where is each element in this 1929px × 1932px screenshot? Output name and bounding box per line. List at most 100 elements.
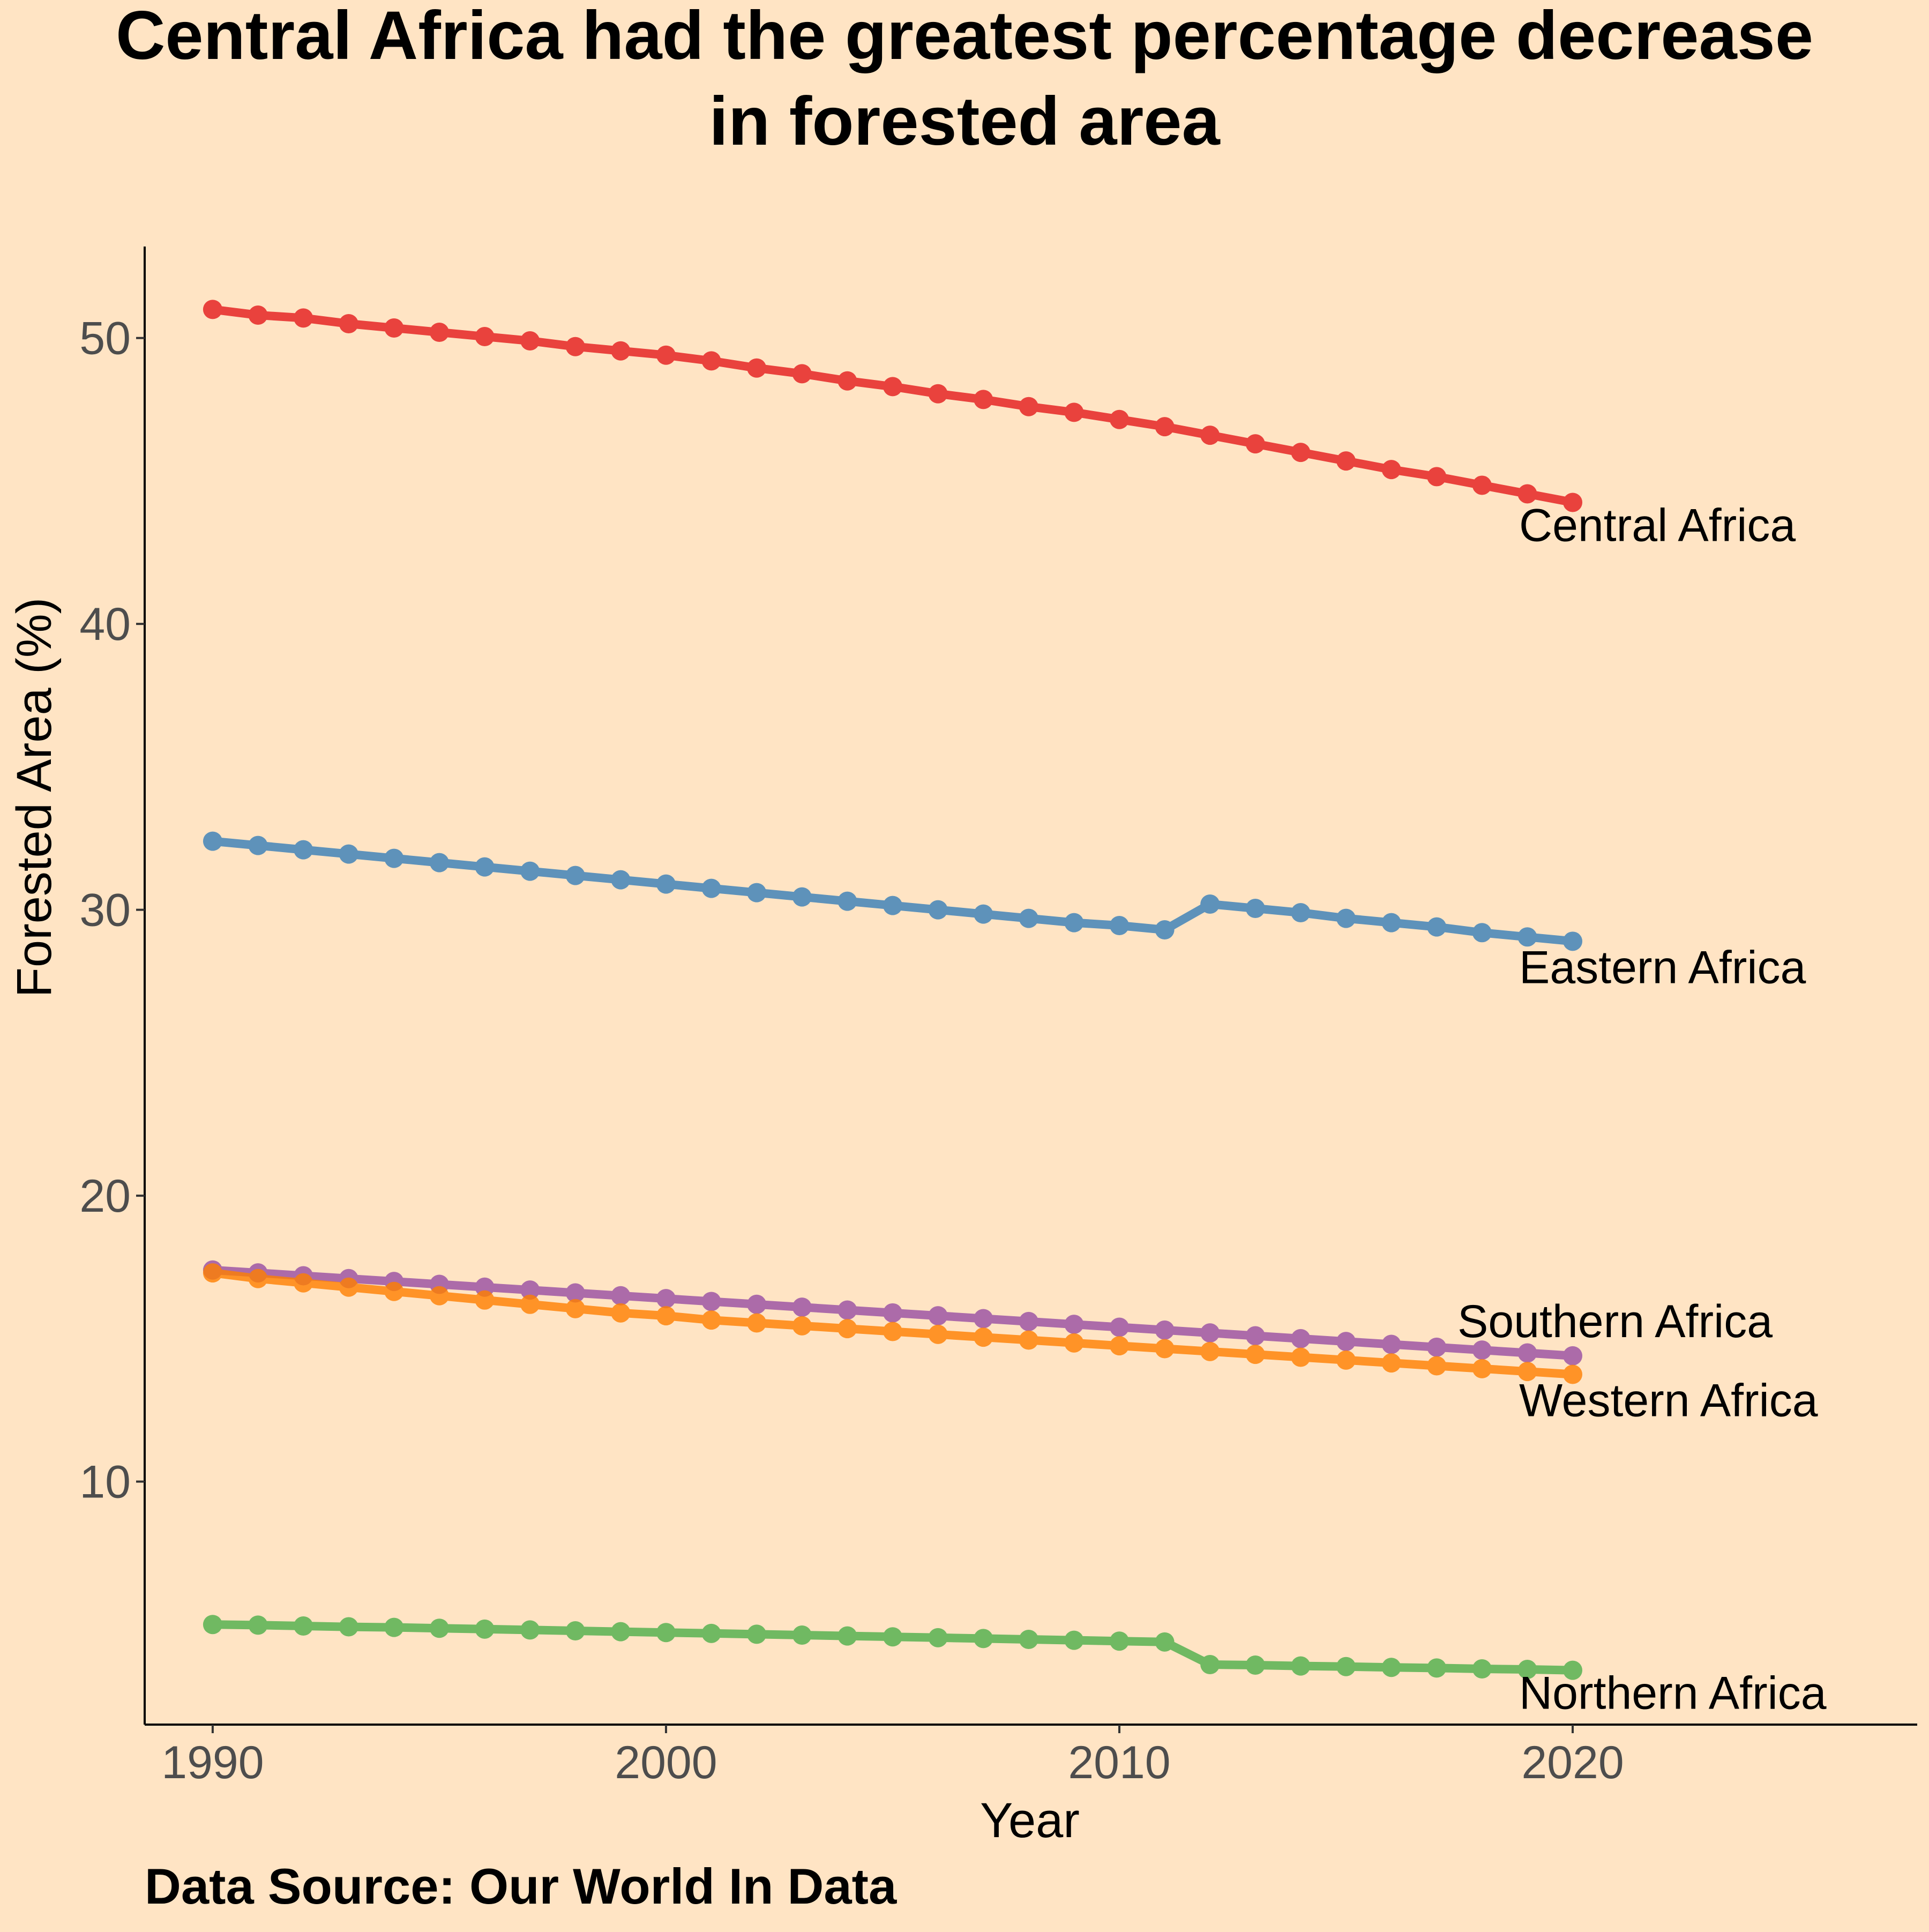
data-point-central-africa bbox=[1291, 443, 1311, 463]
data-point-western-africa bbox=[1155, 1339, 1175, 1359]
data-point-western-africa bbox=[1064, 1333, 1084, 1353]
data-point-northern-africa bbox=[1336, 1657, 1356, 1676]
data-point-southern-africa bbox=[792, 1297, 812, 1317]
data-point-eastern-africa bbox=[701, 878, 721, 898]
data-point-southern-africa bbox=[974, 1309, 993, 1329]
data-point-northern-africa bbox=[1109, 1631, 1129, 1651]
data-point-central-africa bbox=[429, 323, 449, 342]
data-point-southern-africa bbox=[1064, 1315, 1084, 1334]
data-point-northern-africa bbox=[1517, 1660, 1537, 1680]
data-point-northern-africa bbox=[1472, 1659, 1492, 1679]
data-point-central-africa bbox=[1064, 402, 1084, 422]
data-point-southern-africa bbox=[1155, 1320, 1175, 1340]
data-point-southern-africa bbox=[701, 1292, 721, 1311]
data-point-western-africa bbox=[203, 1263, 222, 1283]
data-point-southern-africa bbox=[1381, 1334, 1401, 1354]
data-point-northern-africa bbox=[565, 1621, 585, 1641]
series-label-central-africa: Central Africa bbox=[1519, 499, 1796, 551]
data-point-northern-africa bbox=[248, 1615, 268, 1635]
data-point-southern-africa bbox=[656, 1289, 676, 1309]
data-point-northern-africa bbox=[1381, 1658, 1401, 1677]
data-point-northern-africa bbox=[384, 1617, 404, 1637]
data-point-central-africa bbox=[1019, 397, 1038, 416]
data-point-eastern-africa bbox=[1019, 908, 1038, 928]
data-point-eastern-africa bbox=[883, 896, 902, 915]
data-point-northern-africa bbox=[1291, 1656, 1311, 1676]
data-point-western-africa bbox=[974, 1327, 993, 1347]
x-tick-label: 2000 bbox=[615, 1737, 717, 1788]
data-point-central-africa bbox=[248, 305, 268, 325]
series-label-western-africa: Western Africa bbox=[1519, 1375, 1818, 1427]
data-point-northern-africa bbox=[974, 1629, 993, 1648]
data-point-central-africa bbox=[475, 327, 495, 347]
data-point-central-africa bbox=[1245, 434, 1265, 454]
data-point-central-africa bbox=[203, 300, 222, 319]
data-point-eastern-africa bbox=[974, 904, 993, 924]
data-point-northern-africa bbox=[928, 1628, 948, 1647]
data-point-central-africa bbox=[701, 351, 721, 371]
data-point-western-africa bbox=[1563, 1364, 1583, 1384]
data-point-southern-africa bbox=[1291, 1329, 1311, 1348]
data-point-northern-africa bbox=[611, 1622, 631, 1642]
data-point-eastern-africa bbox=[429, 853, 449, 872]
series-line-eastern-africa bbox=[208, 837, 1577, 946]
data-point-southern-africa bbox=[838, 1300, 857, 1320]
chart-title-line-1: Central Africa had the greatest percenta… bbox=[116, 0, 1813, 74]
data-point-western-africa bbox=[384, 1281, 404, 1301]
data-point-eastern-africa bbox=[248, 836, 268, 855]
data-point-northern-africa bbox=[1427, 1658, 1447, 1678]
data-point-western-africa bbox=[656, 1306, 676, 1326]
data-point-eastern-africa bbox=[339, 844, 358, 864]
data-point-eastern-africa bbox=[565, 866, 585, 885]
data-point-eastern-africa bbox=[475, 857, 495, 877]
series-northern-africa bbox=[203, 1615, 1583, 1680]
data-point-northern-africa bbox=[1019, 1630, 1038, 1650]
data-point-central-africa bbox=[838, 371, 857, 391]
data-point-eastern-africa bbox=[1336, 908, 1356, 928]
data-point-western-africa bbox=[838, 1319, 857, 1339]
series-southern-africa bbox=[203, 1260, 1583, 1366]
data-point-central-africa bbox=[656, 345, 676, 365]
data-point-northern-africa bbox=[883, 1627, 902, 1647]
data-point-western-africa bbox=[294, 1273, 313, 1293]
data-point-northern-africa bbox=[1155, 1632, 1175, 1652]
data-point-central-africa bbox=[1200, 426, 1220, 445]
data-point-central-africa bbox=[883, 377, 902, 397]
data-point-eastern-africa bbox=[747, 883, 767, 902]
data-point-central-africa bbox=[1517, 484, 1537, 504]
data-point-southern-africa bbox=[747, 1294, 767, 1314]
data-point-central-africa bbox=[1427, 467, 1447, 487]
series-labels: Central Africa Eastern Africa Southern Afr… bbox=[1457, 499, 1827, 1719]
data-point-western-africa bbox=[1200, 1341, 1220, 1361]
data-point-western-africa bbox=[520, 1294, 540, 1314]
series-label-northern-africa: Northern Africa bbox=[1519, 1668, 1827, 1719]
data-point-northern-africa bbox=[475, 1619, 495, 1639]
data-point-central-africa bbox=[928, 384, 948, 404]
series-layer bbox=[203, 300, 1583, 1680]
data-point-southern-africa bbox=[1245, 1326, 1265, 1346]
y-tick-label: 30 bbox=[79, 885, 131, 936]
chart-title-line-2: in forested area bbox=[709, 83, 1220, 160]
data-point-southern-africa bbox=[1427, 1337, 1447, 1357]
data-point-northern-africa bbox=[792, 1625, 812, 1645]
data-point-western-africa bbox=[475, 1290, 495, 1310]
y-tick-label: 10 bbox=[79, 1457, 131, 1508]
data-point-eastern-africa bbox=[792, 887, 812, 907]
data-point-northern-africa bbox=[701, 1623, 721, 1643]
data-point-western-africa bbox=[1336, 1350, 1356, 1370]
data-point-western-africa bbox=[429, 1286, 449, 1306]
data-point-eastern-africa bbox=[838, 891, 857, 911]
data-point-northern-africa bbox=[294, 1616, 313, 1636]
data-point-central-africa bbox=[294, 308, 313, 328]
x-axis-ticks: 1990 2000 2010 2020 bbox=[161, 1725, 1624, 1788]
y-tick-label: 20 bbox=[79, 1170, 131, 1222]
data-point-southern-africa bbox=[1200, 1323, 1220, 1343]
data-point-eastern-africa bbox=[928, 900, 948, 920]
y-tick-label: 50 bbox=[79, 313, 131, 364]
data-point-western-africa bbox=[1109, 1336, 1129, 1356]
data-point-central-africa bbox=[974, 390, 993, 409]
data-point-southern-africa bbox=[883, 1303, 902, 1323]
data-point-western-africa bbox=[1472, 1359, 1492, 1378]
data-point-northern-africa bbox=[656, 1623, 676, 1643]
data-point-western-africa bbox=[1427, 1356, 1447, 1376]
